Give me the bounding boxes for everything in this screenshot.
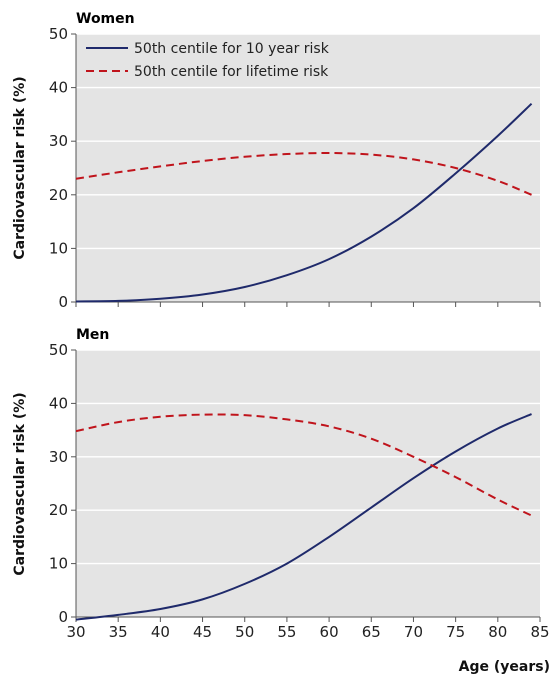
y-tick-label: 0 (58, 293, 68, 311)
x-tick-label: 50 (235, 623, 254, 641)
y-tick-label: 30 (49, 132, 68, 150)
y-tick-label: 50 (49, 341, 68, 359)
series-line-1 (76, 102, 533, 303)
y-tick-label: 30 (49, 448, 68, 466)
panel-title: Men (76, 327, 109, 343)
chart-panel-1: 0 10 20 30 40 50 Women Cardiovascular risk (%) 5… (12, 11, 541, 311)
series-line-1 (76, 413, 532, 621)
y-tick-label: 0 (58, 608, 68, 626)
legend: 50th centile for 10 year risk 50th centil… (86, 41, 330, 80)
x-tick-label: 70 (404, 623, 423, 641)
panel-title: Women (76, 11, 135, 27)
y-tick-label: 40 (49, 394, 68, 412)
x-tick-label: 55 (277, 623, 296, 641)
x-tick-label: 80 (488, 623, 507, 641)
y-tick-label: 40 (49, 79, 68, 97)
plot-area (76, 350, 540, 617)
x-axis-label: Age (years) (459, 659, 550, 675)
x-tick-label: 30 (66, 623, 85, 641)
x-tick-label: 75 (446, 623, 465, 641)
y-axis-label: Cardiovascular risk (%) (12, 76, 28, 259)
series-line-2 (76, 151, 532, 196)
x-tick-label: 60 (320, 623, 339, 641)
x-tick-label: 40 (151, 623, 170, 641)
legend-label-1: 50th centile for 10 year risk (134, 41, 330, 57)
y-tick-label: 20 (49, 186, 68, 204)
y-tick-label: 10 (49, 555, 68, 573)
x-tick-label: 65 (362, 623, 381, 641)
x-tick-label: 45 (193, 623, 212, 641)
series-line-2 (76, 413, 532, 517)
legend-label-2: 50th centile for lifetime risk (134, 64, 329, 80)
y-tick-label: 50 (49, 25, 68, 43)
y-tick-label: 10 (49, 239, 68, 257)
chart-panel-2: 0 10 20 30 40 50 30 35 40 45 50 55 60 65 70 75 80 85 Men Ca… (12, 327, 550, 675)
y-axis-label: Cardiovascular risk (%) (12, 392, 28, 575)
x-tick-label: 85 (530, 623, 549, 641)
y-tick-label: 20 (49, 501, 68, 519)
x-tick-label: 35 (109, 623, 128, 641)
